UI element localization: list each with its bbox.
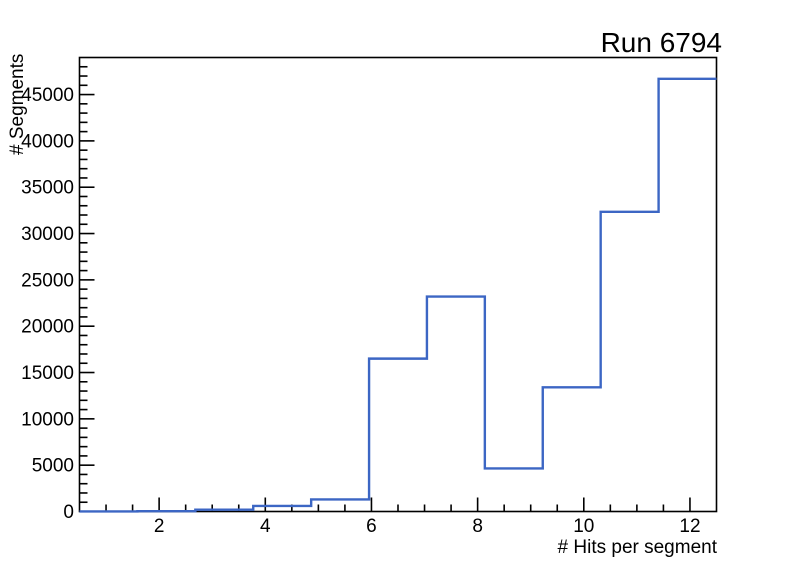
y-tick-label: 40000 [21, 131, 74, 152]
y-tick-label: 15000 [21, 363, 74, 384]
x-tick-label: 10 [573, 516, 594, 537]
histogram-line [79, 77, 717, 513]
y-tick-label: 30000 [21, 224, 74, 245]
y-tick-label: 0 [63, 502, 74, 523]
x-axis-title: # Hits per segment [557, 537, 717, 558]
x-tick-label: 2 [154, 516, 165, 537]
y-tick-label: 5000 [32, 456, 74, 477]
plot-frame [78, 56, 718, 513]
x-tick-label: 12 [679, 516, 700, 537]
y-tick-label: 20000 [21, 317, 74, 338]
y-tick-label: 35000 [21, 178, 74, 199]
x-tick-label: 4 [260, 516, 271, 537]
y-tick-label: 25000 [21, 270, 74, 291]
x-tick-label: 8 [472, 516, 483, 537]
chart-title: Run 6794 [600, 27, 722, 58]
y-axis-title: # Segments [7, 53, 28, 155]
x-tick-label: 6 [366, 516, 377, 537]
y-tick-label: 10000 [21, 409, 74, 430]
y-tick-label: 45000 [21, 85, 74, 106]
